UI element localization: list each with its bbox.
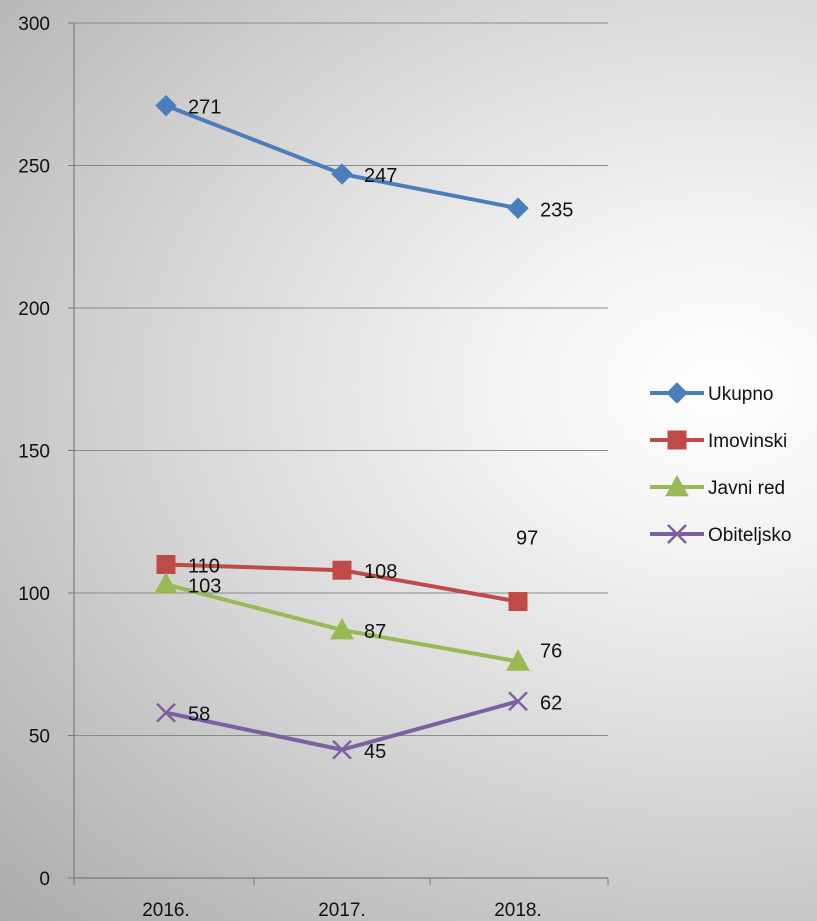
data-point [330, 618, 354, 640]
data-point [156, 702, 176, 723]
series-line [165, 103, 519, 211]
data-label: 110 [188, 556, 220, 578]
legend-label: Ukupno [708, 384, 774, 405]
legend-label: Javni red [708, 478, 785, 499]
data-label: 235 [540, 199, 573, 221]
data-point [155, 94, 177, 117]
y-tick-label: 150 [18, 442, 50, 463]
data-label: 97 [516, 528, 538, 550]
data-point [507, 197, 529, 219]
y-tick-label: 50 [29, 727, 50, 748]
data-label: 76 [540, 640, 562, 662]
data-point [332, 739, 352, 760]
data-point [508, 592, 528, 612]
legend-marker [667, 524, 687, 544]
data-point [332, 560, 352, 580]
legend-label: Obiteljsko [708, 525, 791, 546]
legend-label: Imovinski [708, 431, 787, 452]
data-label: 247 [364, 165, 397, 187]
data-label: 62 [540, 692, 562, 714]
y-tick-label: 250 [18, 157, 50, 178]
x-tick-label: 2016. [142, 900, 190, 921]
y-tick-label: 200 [18, 299, 50, 320]
y-tick-label: 300 [18, 14, 50, 35]
data-label: 45 [364, 741, 386, 763]
series-line [165, 699, 519, 752]
data-label: 58 [188, 704, 210, 726]
x-tick-label: 2018. [494, 900, 542, 921]
data-label: 87 [364, 621, 386, 643]
data-point [508, 691, 528, 712]
x-tick-label: 2017. [318, 900, 366, 921]
legend-marker [665, 474, 689, 497]
data-label: 108 [364, 561, 397, 583]
data-label: 271 [188, 97, 221, 119]
y-tick-label: 0 [39, 869, 50, 890]
data-point [331, 163, 353, 185]
y-tick-label: 100 [18, 584, 50, 605]
data-point [506, 649, 530, 671]
data-label: 103 [188, 575, 221, 597]
legend-marker [666, 382, 688, 404]
data-point [156, 555, 176, 574]
data-point [154, 572, 178, 594]
legend-marker [667, 430, 687, 450]
